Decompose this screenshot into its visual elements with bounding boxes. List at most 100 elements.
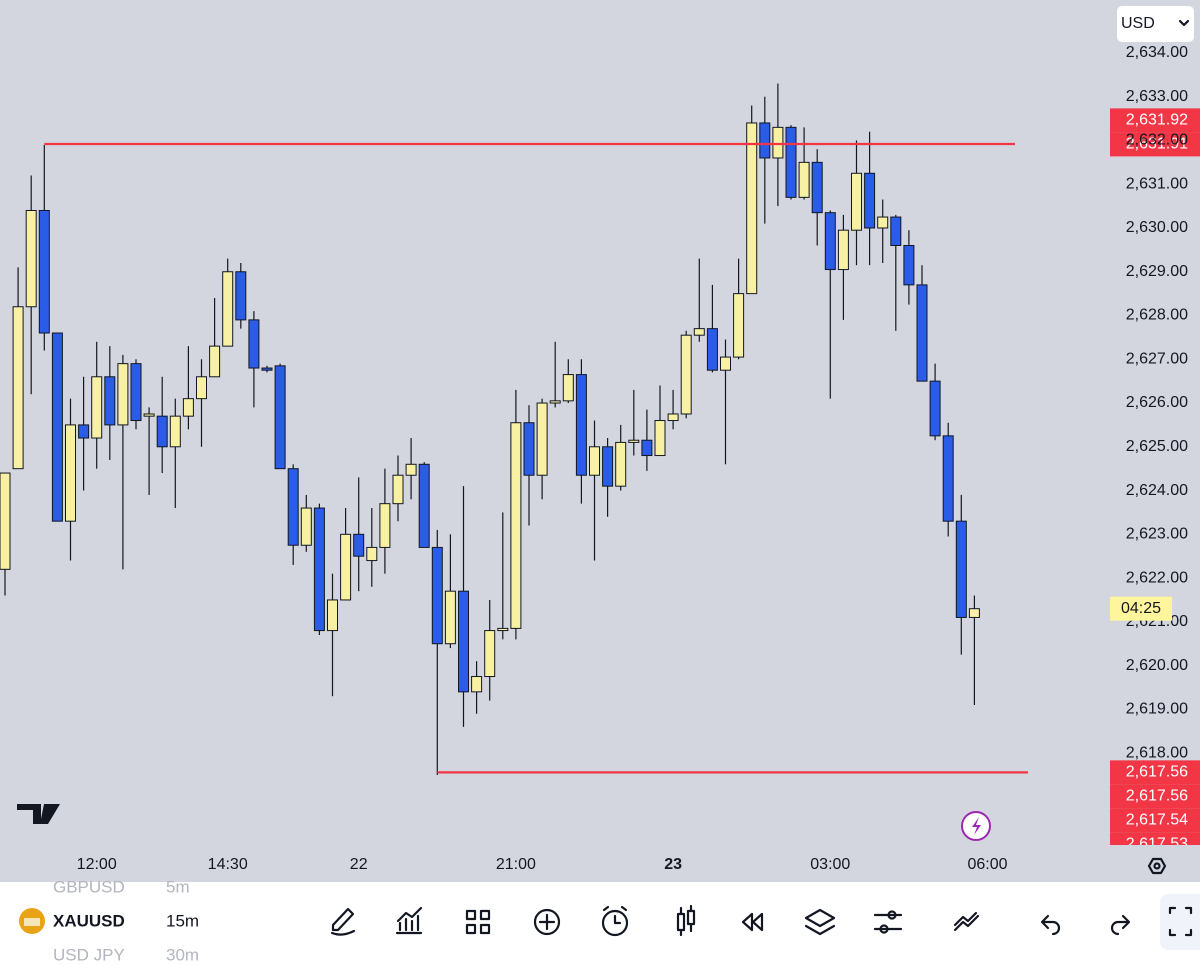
symbol-interval: 15m bbox=[166, 911, 199, 930]
candle-body bbox=[654, 420, 666, 457]
candle-body bbox=[274, 365, 286, 470]
chart-type-button[interactable] bbox=[676, 904, 696, 937]
layout-button[interactable] bbox=[465, 909, 491, 935]
candle-body bbox=[182, 398, 194, 417]
x-tick-label: 21:00 bbox=[496, 856, 536, 873]
candle-body bbox=[300, 507, 312, 546]
candle-body bbox=[955, 520, 967, 618]
candle-body bbox=[523, 422, 535, 476]
candle-body bbox=[510, 422, 522, 629]
tv-logo bbox=[17, 804, 60, 824]
price-tag bbox=[1110, 108, 1200, 133]
candle-body bbox=[720, 356, 731, 371]
layers-button[interactable] bbox=[804, 908, 836, 936]
x-tick-label: 12:00 bbox=[77, 856, 117, 873]
candle-body bbox=[471, 676, 483, 693]
replay-button[interactable] bbox=[741, 912, 764, 932]
y-tick-label: 2,633.00 bbox=[1126, 88, 1188, 105]
candle-body bbox=[156, 415, 168, 448]
candle-body bbox=[340, 533, 352, 601]
candle-body bbox=[392, 474, 404, 505]
candle-body bbox=[562, 374, 574, 402]
candle-body bbox=[222, 271, 234, 347]
price-tag bbox=[1110, 808, 1200, 833]
undo-button[interactable] bbox=[1040, 914, 1061, 936]
price-tag bbox=[1110, 784, 1200, 809]
symbol-name: USD JPY bbox=[53, 945, 125, 961]
panel-button[interactable] bbox=[1160, 894, 1200, 950]
candle-body bbox=[615, 441, 627, 487]
y-tick-label: 2,629.00 bbox=[1126, 263, 1188, 280]
draw-button[interactable] bbox=[330, 907, 356, 936]
candle-body bbox=[759, 122, 771, 159]
symbol-list[interactable]: GBPUSD 5m XAUUSD 15m USD JPY 30m bbox=[53, 877, 199, 964]
candle-body bbox=[104, 376, 116, 426]
y-tick-label: 2,620.00 bbox=[1126, 657, 1188, 674]
candle-body bbox=[91, 376, 103, 439]
x-tick-label: 22 bbox=[350, 856, 368, 873]
fullscreen-icon bbox=[1168, 906, 1193, 937]
candle-body bbox=[78, 424, 90, 439]
candle-body bbox=[25, 209, 37, 308]
price-tag-label: 2,617.54 bbox=[1126, 812, 1188, 829]
price-tag bbox=[1110, 832, 1200, 845]
y-tick-label: 2,623.00 bbox=[1126, 526, 1188, 543]
gold-bars bbox=[24, 918, 40, 926]
candle-body bbox=[811, 161, 823, 214]
currency: USD bbox=[1121, 15, 1155, 32]
countdown: 04:25 bbox=[1121, 600, 1161, 617]
countdown-box bbox=[1110, 596, 1172, 621]
candle-body bbox=[418, 463, 430, 548]
candle-body bbox=[837, 229, 849, 271]
candle-body bbox=[261, 367, 273, 371]
candle-body bbox=[196, 376, 207, 400]
price-tag-label: 2,617.56 bbox=[1126, 764, 1188, 781]
candle-body bbox=[772, 126, 784, 159]
candle-body bbox=[65, 424, 76, 522]
candle-body bbox=[353, 533, 365, 557]
candle-body bbox=[877, 216, 889, 229]
candle-body bbox=[549, 400, 561, 404]
candle-body bbox=[405, 463, 417, 476]
symbol-interval: 5m bbox=[166, 877, 190, 896]
candle-body bbox=[733, 293, 745, 358]
add-button[interactable] bbox=[533, 908, 561, 936]
y-tick-label: 2,628.00 bbox=[1126, 307, 1188, 324]
candle-body bbox=[589, 446, 600, 476]
candle-body bbox=[130, 363, 142, 422]
candle-body bbox=[0, 472, 11, 570]
candle-body bbox=[327, 599, 338, 632]
x-tick-label: 23 bbox=[664, 856, 682, 873]
dropdown-caret bbox=[1178, 19, 1190, 27]
plot: 2,631.92 2,631.91 2,617.56 2,617.56 2,617.54… bbox=[0, 83, 1200, 853]
candle-body bbox=[851, 172, 862, 231]
y-tick-label: 2,624.00 bbox=[1126, 482, 1188, 499]
symbol-name: GBPUSD bbox=[53, 877, 125, 896]
toolbar bbox=[0, 882, 1200, 961]
settings-button[interactable] bbox=[1147, 857, 1167, 875]
candle-body bbox=[575, 374, 587, 476]
indicators-button[interactable] bbox=[395, 906, 423, 935]
candle-body bbox=[313, 507, 325, 632]
axes: 2,618.002,619.002,620.002,621.002,622.00… bbox=[77, 44, 1188, 873]
toolbar-icons bbox=[330, 894, 1200, 950]
candle-body bbox=[929, 380, 941, 437]
candle-body bbox=[536, 402, 548, 476]
candle-body bbox=[248, 319, 260, 369]
candle-body bbox=[235, 271, 247, 321]
price-tag-label: 2,617.53 bbox=[1126, 836, 1188, 853]
candle-body bbox=[693, 328, 705, 336]
price-tag bbox=[1110, 760, 1200, 785]
x-tick-label: 06:00 bbox=[967, 856, 1007, 873]
redo-button[interactable] bbox=[1110, 914, 1131, 936]
lightning-icon bbox=[972, 817, 981, 835]
y-tick-label: 2,619.00 bbox=[1126, 701, 1188, 718]
y-tick-label: 2,625.00 bbox=[1126, 438, 1188, 455]
candle-body bbox=[444, 590, 456, 645]
alert-button[interactable] bbox=[601, 905, 629, 937]
slider-knob bbox=[879, 924, 889, 934]
candle-body bbox=[641, 439, 653, 457]
compare-button[interactable] bbox=[953, 911, 980, 932]
candle-body bbox=[942, 435, 954, 522]
currency-dropdown[interactable] bbox=[1117, 6, 1194, 42]
